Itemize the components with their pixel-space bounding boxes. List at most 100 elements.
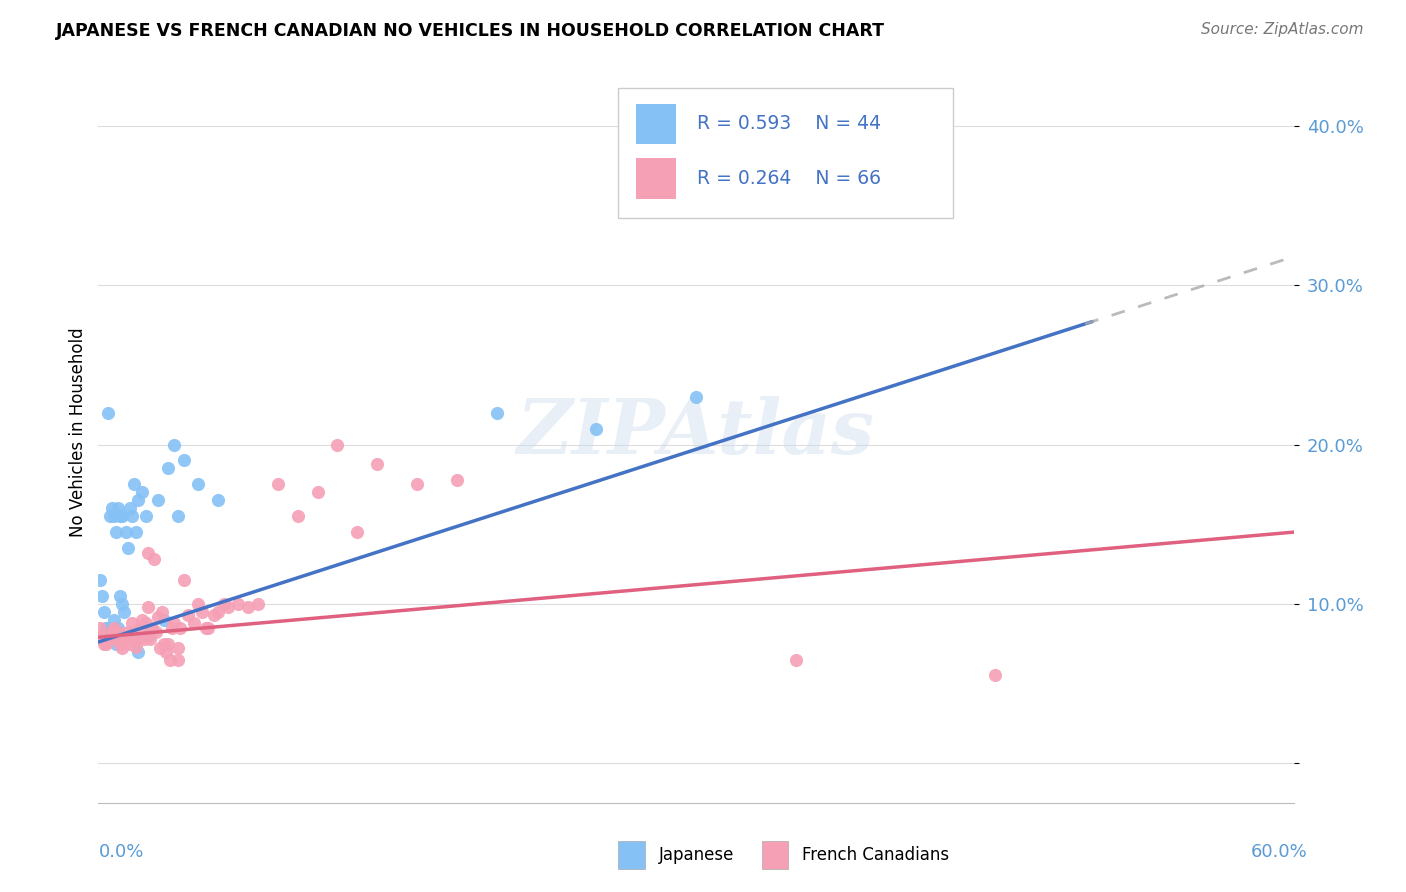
Point — [96, 637, 118, 651]
Point — [141, 621, 163, 635]
Point — [267, 477, 290, 491]
Point — [143, 552, 166, 566]
FancyBboxPatch shape — [637, 158, 676, 199]
Point — [124, 477, 146, 491]
Point — [98, 621, 122, 635]
Point — [97, 406, 120, 420]
Point — [163, 437, 186, 451]
Point — [197, 621, 219, 635]
Point — [117, 625, 139, 640]
Point — [110, 589, 132, 603]
Point — [121, 615, 143, 630]
Point — [287, 509, 309, 524]
Point — [103, 621, 125, 635]
Point — [187, 477, 209, 491]
Point — [346, 525, 368, 540]
Point — [406, 477, 429, 491]
Point — [124, 632, 146, 646]
Point — [236, 599, 259, 614]
Text: R = 0.264    N = 66: R = 0.264 N = 66 — [697, 169, 882, 188]
Point — [110, 509, 132, 524]
Point — [107, 625, 129, 640]
Point — [125, 640, 148, 654]
Point — [101, 625, 124, 640]
Point — [217, 599, 239, 614]
Point — [187, 597, 209, 611]
Point — [157, 637, 180, 651]
Point — [136, 546, 159, 560]
Point — [136, 629, 159, 643]
Point — [984, 668, 1007, 682]
Point — [103, 509, 125, 524]
Point — [98, 632, 122, 646]
Point — [160, 621, 183, 635]
Point — [112, 632, 135, 646]
Point — [107, 501, 129, 516]
Point — [585, 422, 607, 436]
Point — [121, 509, 143, 524]
Point — [97, 621, 120, 635]
Point — [226, 597, 249, 611]
Point — [125, 525, 148, 540]
FancyBboxPatch shape — [619, 88, 953, 218]
Text: Japanese: Japanese — [659, 846, 734, 863]
Text: 60.0%: 60.0% — [1251, 843, 1308, 861]
Point — [135, 509, 157, 524]
Point — [212, 597, 235, 611]
Point — [105, 632, 128, 646]
Point — [183, 615, 205, 630]
Point — [155, 644, 177, 658]
Point — [103, 613, 125, 627]
Point — [139, 632, 162, 646]
Point — [163, 615, 186, 630]
Point — [111, 597, 134, 611]
Point — [127, 493, 149, 508]
Point — [97, 629, 120, 643]
Point — [131, 485, 153, 500]
Point — [111, 641, 134, 656]
Point — [105, 637, 128, 651]
Point — [785, 159, 807, 173]
Point — [246, 597, 269, 611]
FancyBboxPatch shape — [762, 840, 787, 869]
Point — [153, 637, 176, 651]
Point — [207, 605, 229, 619]
Point — [91, 629, 114, 643]
Point — [98, 509, 122, 524]
Point — [150, 605, 173, 619]
Point — [127, 644, 149, 658]
FancyBboxPatch shape — [637, 103, 676, 145]
Point — [134, 632, 156, 646]
Point — [135, 615, 157, 630]
Point — [159, 652, 181, 666]
FancyBboxPatch shape — [619, 840, 644, 869]
Text: ZIPAtlas: ZIPAtlas — [517, 396, 875, 469]
Point — [131, 613, 153, 627]
Point — [111, 509, 134, 524]
Point — [177, 607, 200, 622]
Point — [120, 501, 142, 516]
Point — [485, 406, 508, 420]
Point — [366, 457, 388, 471]
Point — [136, 599, 159, 614]
Point — [195, 621, 218, 635]
Point — [148, 609, 170, 624]
Point — [173, 573, 195, 587]
Point — [202, 607, 225, 622]
Point — [446, 473, 468, 487]
Point — [112, 605, 135, 619]
Point — [110, 637, 132, 651]
Point — [173, 453, 195, 467]
Point — [148, 493, 170, 508]
Point — [117, 541, 139, 555]
Point — [167, 641, 190, 656]
Point — [157, 461, 180, 475]
Point — [127, 632, 149, 646]
Point — [167, 509, 190, 524]
Point — [93, 637, 115, 651]
Text: French Canadians: French Canadians — [803, 846, 949, 863]
Point — [129, 621, 152, 635]
Point — [89, 573, 111, 587]
Y-axis label: No Vehicles in Household: No Vehicles in Household — [69, 327, 87, 538]
Point — [101, 629, 124, 643]
